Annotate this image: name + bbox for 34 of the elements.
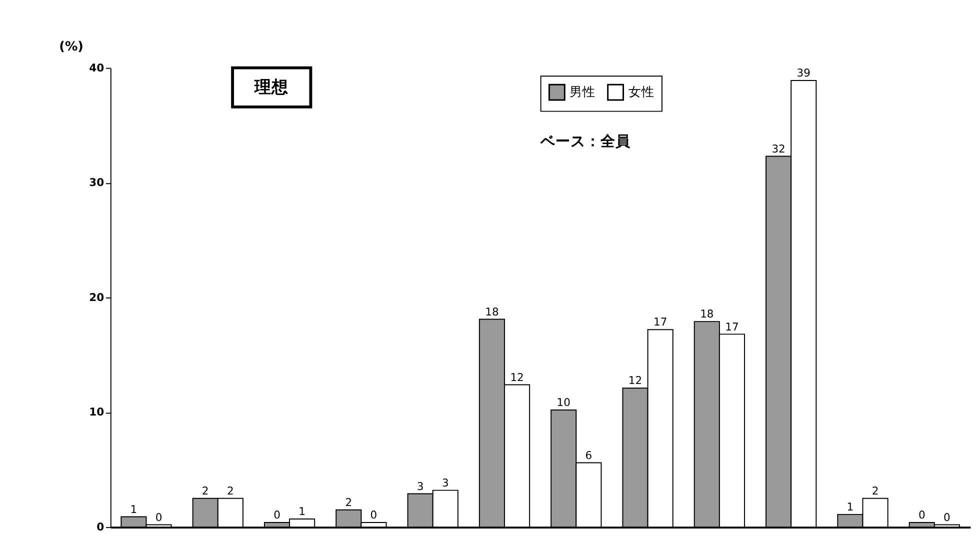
y-tick-label: 20	[89, 290, 104, 304]
y-tick-label: 10	[89, 406, 104, 419]
data-label: 39	[796, 66, 811, 80]
data-label: 0	[370, 508, 378, 522]
data-label: 18	[485, 305, 499, 318]
data-label: 12	[628, 374, 642, 388]
annotation: ベース：全員	[539, 133, 632, 150]
data-label: 0	[944, 510, 951, 524]
legend-label: 女性	[628, 84, 654, 100]
data-label: 1	[130, 502, 138, 516]
data-label: 3	[416, 480, 424, 493]
data-label: 0	[274, 508, 281, 522]
data-label: 1	[298, 505, 306, 518]
data-label: 17	[725, 320, 739, 334]
data-label: 18	[700, 308, 714, 321]
y-tick-label: 0	[96, 520, 104, 534]
data-label: 17	[654, 316, 668, 329]
y-axis-title: (%)	[59, 38, 84, 54]
data-label: 6	[585, 448, 592, 462]
data-label: 12	[510, 370, 524, 384]
data-label: 2	[345, 496, 352, 509]
data-label: 0	[918, 508, 926, 522]
data-label: 2	[872, 484, 879, 498]
data-label: 32	[772, 142, 786, 156]
data-label: 0	[155, 510, 162, 524]
data-label: 3	[442, 476, 449, 490]
y-tick-label: 30	[89, 176, 104, 190]
data-label: 1	[846, 500, 854, 514]
legend-label: 男性	[570, 84, 596, 100]
data-label: 2	[227, 484, 234, 498]
y-tick-label: 40	[89, 61, 104, 74]
data-label: 10	[556, 396, 571, 410]
data-label: 2	[202, 484, 209, 498]
text: 理想	[254, 77, 289, 96]
